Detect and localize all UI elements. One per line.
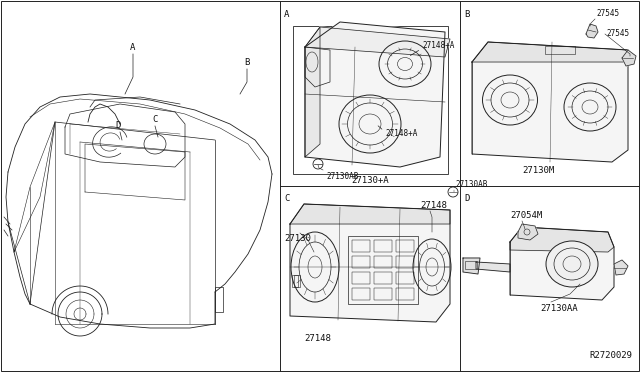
Text: A: A [131,43,136,52]
Bar [293,26,448,174]
Bar [215,287,223,312]
Text: 27130AB: 27130AB [455,180,488,189]
Text: B: B [464,10,469,19]
Polygon shape [476,262,510,272]
Bar [294,275,300,287]
Text: A: A [284,10,289,19]
Ellipse shape [546,241,598,287]
Bar [352,288,370,300]
Text: 27130+A: 27130+A [351,176,389,185]
Polygon shape [290,204,450,224]
Bar [352,272,370,284]
Text: C: C [284,194,289,203]
Text: B: B [244,58,250,67]
Text: 27148+A: 27148+A [385,129,417,138]
Bar [545,46,575,54]
Polygon shape [290,204,450,322]
Bar [396,256,414,268]
Text: 27130AB: 27130AB [326,172,358,181]
Polygon shape [510,227,614,252]
Text: 27148: 27148 [420,201,447,210]
Polygon shape [472,42,628,62]
Polygon shape [463,258,480,274]
Polygon shape [305,27,450,57]
Polygon shape [510,227,614,300]
Text: 27148+A: 27148+A [422,42,454,51]
Bar [374,256,392,268]
Polygon shape [305,27,320,157]
Bar [292,275,298,287]
Text: D: D [115,121,121,130]
Text: R2720029: R2720029 [589,351,632,360]
Text: D: D [464,194,469,203]
Bar [348,236,418,304]
Bar [396,272,414,284]
Text: 27130AA: 27130AA [540,304,578,313]
Bar [374,272,392,284]
Text: 27545: 27545 [606,29,629,38]
Bar [374,288,392,300]
Text: 27130: 27130 [284,234,311,243]
Polygon shape [622,50,636,66]
Bar [374,240,392,252]
Bar [396,288,414,300]
Polygon shape [305,22,445,167]
Text: 27130M: 27130M [522,166,554,175]
Polygon shape [586,24,598,38]
Text: 27545: 27545 [596,9,619,18]
Bar [396,240,414,252]
Bar [352,240,370,252]
Polygon shape [614,260,628,275]
Text: C: C [152,115,157,124]
Polygon shape [472,42,628,162]
Bar [465,261,477,269]
Polygon shape [518,224,538,240]
Text: 27054M: 27054M [510,211,542,220]
Text: 27148: 27148 [305,334,332,343]
Bar [352,256,370,268]
